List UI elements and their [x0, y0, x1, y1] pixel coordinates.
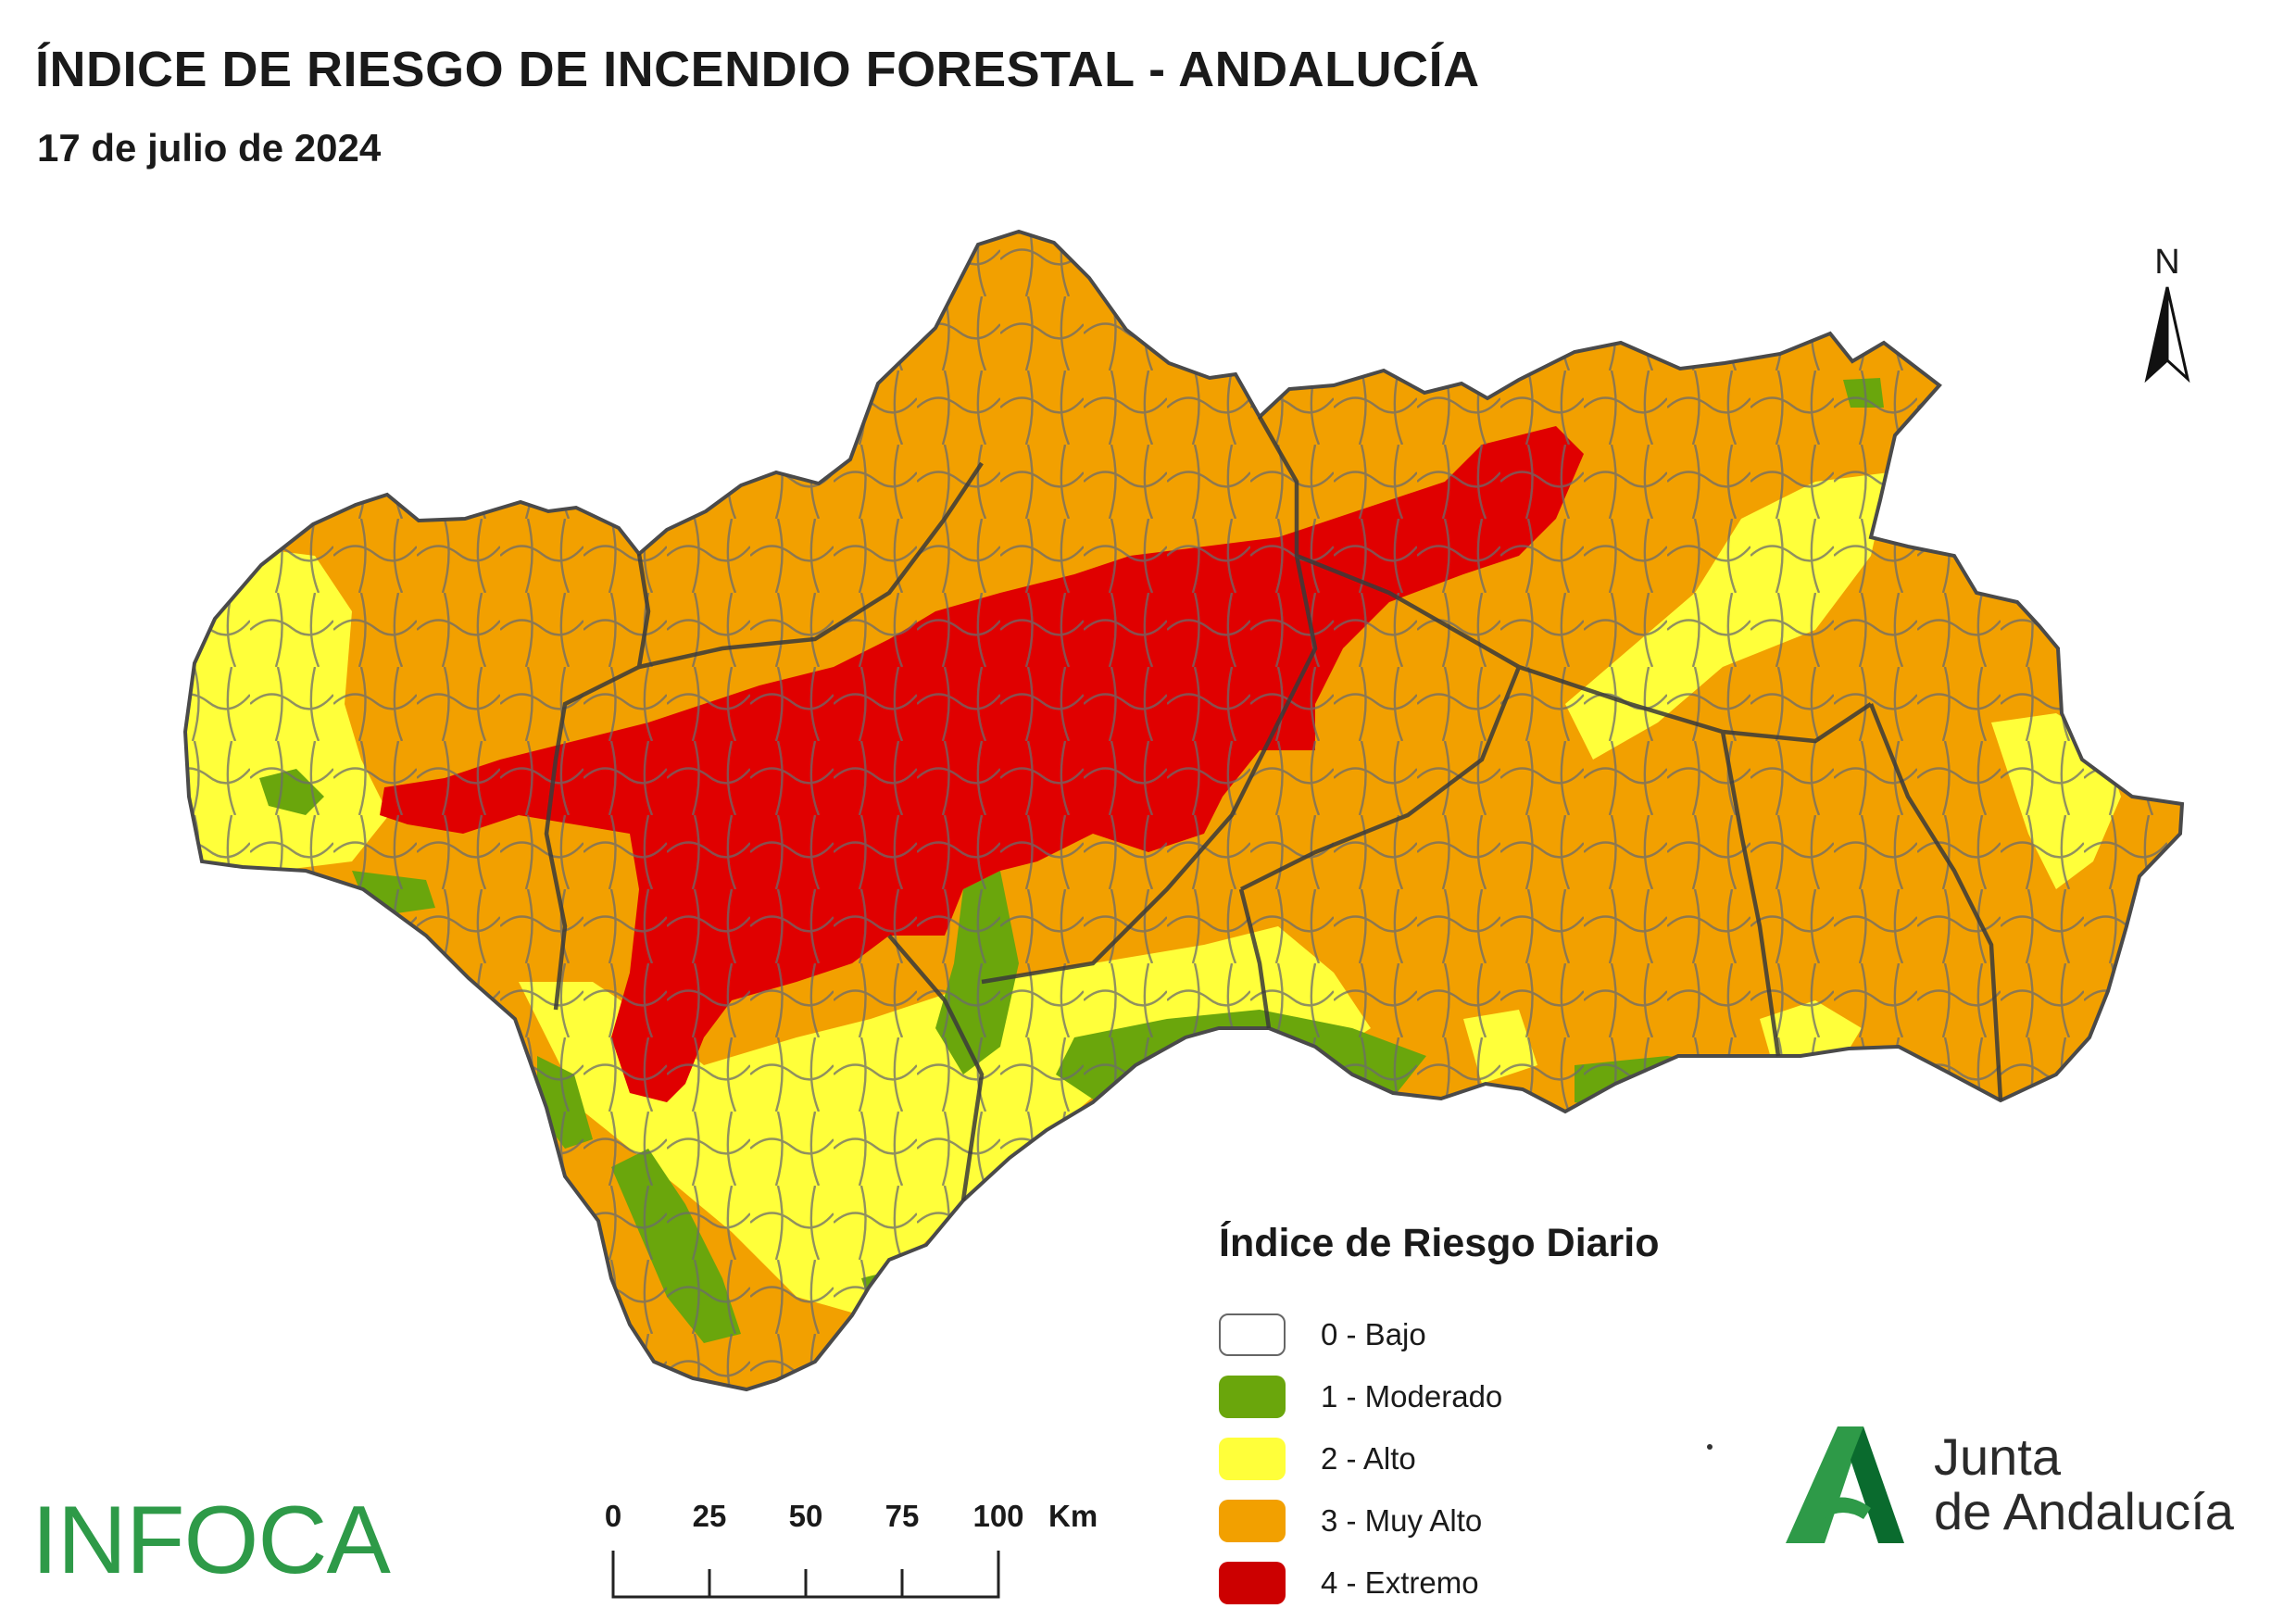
legend-swatch-extremo — [1219, 1561, 1286, 1604]
infoca-logo: INFOCA — [31, 1487, 391, 1594]
legend-label: 2 - Alto — [1321, 1440, 1416, 1476]
scale-bar-graphic — [611, 1551, 1000, 1599]
scale-bar: 0 25 50 75 100 Km — [583, 1499, 1139, 1601]
junta-line-1: Junta — [1934, 1427, 2061, 1487]
junta-andalucia-logo: Junta de Andalucía — [1778, 1423, 2234, 1547]
legend-label: 0 - Bajo — [1321, 1316, 1426, 1351]
legend-item-extremo: 4 - Extremo — [1219, 1552, 1660, 1614]
legend-swatch-moderado — [1219, 1375, 1286, 1418]
scale-tick-label: 0 — [604, 1499, 622, 1533]
junta-andalucia-emblem-icon — [1786, 1426, 1904, 1543]
north-arrow: N — [2130, 243, 2204, 389]
map-date: 17 de julio de 2024 — [37, 126, 382, 170]
junta-line-2: de Andalucía — [1934, 1482, 2234, 1540]
legend-label: 3 - Muy Alto — [1321, 1502, 1483, 1538]
legend-label: 4 - Extremo — [1321, 1564, 1479, 1600]
legend-swatch-alto — [1219, 1437, 1286, 1480]
scale-tick-label: 100 — [972, 1499, 1024, 1533]
map-title: ÍNDICE DE RIESGO DE INCENDIO FORESTAL - … — [35, 42, 1480, 97]
legend-item-muy-alto: 3 - Muy Alto — [1219, 1489, 1660, 1552]
legend-label: 1 - Moderado — [1321, 1378, 1503, 1414]
north-arrow-icon — [2144, 286, 2190, 383]
scale-tick-label: 50 — [788, 1499, 823, 1533]
legend-item-moderado: 1 - Moderado — [1219, 1365, 1660, 1427]
scale-tick-label: 25 — [692, 1499, 727, 1533]
legend-swatch-bajo — [1219, 1313, 1286, 1356]
legend: Índice de Riesgo Diario 0 - Bajo 1 - Mod… — [1219, 1221, 1660, 1614]
north-label: N — [2154, 243, 2180, 282]
legend-swatch-muy-alto — [1219, 1499, 1286, 1542]
legend-title: Índice de Riesgo Diario — [1219, 1221, 1660, 1265]
legend-item-alto: 2 - Alto — [1219, 1427, 1660, 1489]
scale-unit: Km — [1048, 1499, 1098, 1533]
scale-tick-label: 75 — [885, 1499, 920, 1533]
legend-item-bajo: 0 - Bajo — [1219, 1303, 1660, 1365]
